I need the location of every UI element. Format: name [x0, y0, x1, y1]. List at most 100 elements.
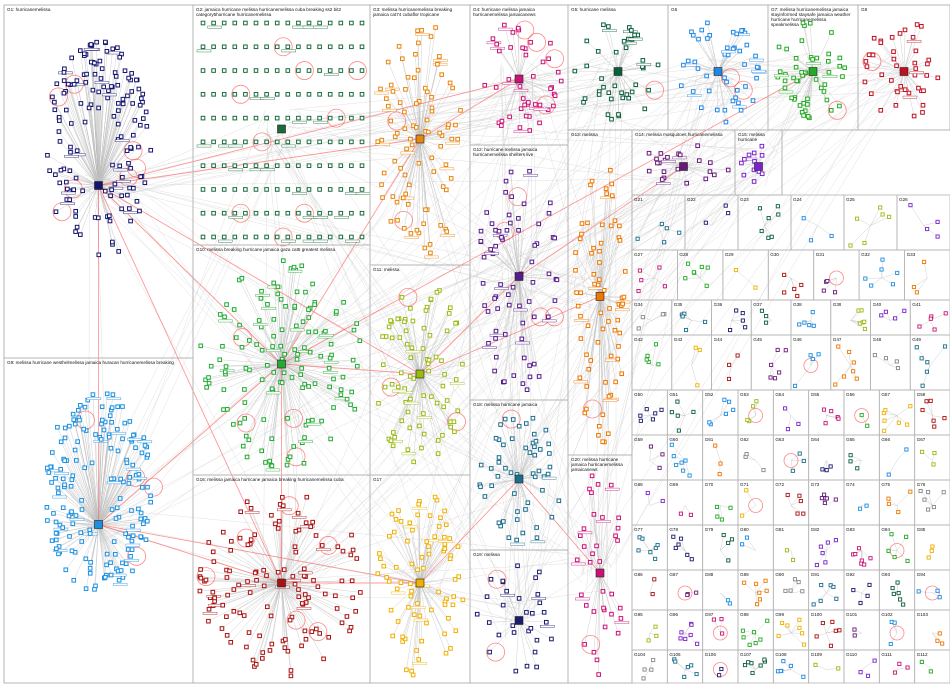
- node: [616, 515, 621, 521]
- edge: [515, 620, 520, 672]
- edge: [98, 478, 114, 525]
- node: [789, 95, 794, 101]
- node: [918, 488, 923, 494]
- node: [928, 669, 933, 674]
- node: [657, 265, 662, 270]
- node-label: [399, 196, 414, 200]
- edge: [281, 363, 322, 422]
- node: [223, 364, 229, 369]
- node: [754, 602, 760, 607]
- node: [292, 544, 298, 550]
- edge: [683, 166, 710, 172]
- edge: [419, 138, 444, 187]
- edge: [647, 492, 650, 506]
- node-label: [322, 371, 338, 374]
- node: [689, 663, 694, 668]
- edge: [518, 453, 550, 480]
- node: [679, 630, 684, 635]
- edge: [230, 582, 282, 643]
- edge: [717, 55, 756, 72]
- edge: [74, 524, 99, 553]
- node: [46, 470, 52, 475]
- inter-group-edge: [596, 73, 905, 298]
- edge: [52, 452, 99, 525]
- node: [130, 101, 135, 106]
- node: [96, 252, 102, 258]
- node: [530, 610, 535, 616]
- node: [359, 20, 365, 26]
- node: [275, 569, 281, 575]
- edge: [259, 582, 282, 636]
- edge: [281, 582, 347, 617]
- node: [56, 551, 61, 557]
- inter-group-edge: [280, 81, 916, 581]
- node: [504, 227, 510, 233]
- node: [264, 92, 269, 97]
- node: [432, 494, 438, 500]
- edge: [518, 276, 549, 317]
- node: [66, 81, 71, 87]
- node: [308, 524, 314, 529]
- node: [743, 325, 748, 330]
- node: [727, 399, 732, 404]
- group-label: G46: [793, 337, 802, 342]
- node: [110, 162, 115, 168]
- node: [691, 270, 696, 275]
- edge: [869, 54, 905, 72]
- edge: [916, 277, 928, 293]
- node: [200, 187, 206, 192]
- group-label: G19: melissa: [473, 552, 500, 557]
- node: [532, 649, 538, 655]
- edge: [90, 524, 99, 574]
- inter-group-edge: [499, 66, 530, 615]
- node: [306, 68, 312, 73]
- edge: [419, 373, 439, 454]
- inter-group-edge: [264, 370, 406, 382]
- edge: [651, 344, 657, 366]
- group-label: G20: melissa hurricane jamaica hurricane…: [571, 457, 623, 472]
- group-label: G27: [634, 252, 643, 257]
- node: [442, 631, 447, 637]
- node: [537, 569, 542, 575]
- node: [319, 418, 324, 424]
- node: [595, 49, 601, 54]
- node: [127, 475, 132, 480]
- node: [414, 227, 420, 233]
- node: [515, 509, 520, 514]
- node: [813, 77, 819, 82]
- edge: [383, 364, 421, 375]
- node: [326, 365, 332, 371]
- node-label: [412, 662, 427, 665]
- node: [740, 311, 745, 316]
- edge: [269, 582, 282, 651]
- node: [609, 591, 614, 597]
- node: [408, 593, 414, 599]
- node: [221, 20, 227, 26]
- node: [244, 454, 250, 460]
- group-label: G104: [634, 652, 646, 657]
- node: [662, 240, 667, 245]
- node: [486, 620, 492, 625]
- node: [405, 409, 411, 415]
- node: [219, 626, 225, 631]
- node: [411, 75, 417, 81]
- node: [764, 314, 769, 319]
- inter-group-edge: [293, 90, 908, 121]
- node: [862, 79, 868, 85]
- node: [734, 31, 740, 37]
- node: [306, 210, 312, 216]
- node: [795, 293, 800, 299]
- edge: [881, 272, 898, 279]
- node: [410, 318, 416, 324]
- node: [510, 417, 516, 422]
- node: [852, 627, 857, 632]
- node: [640, 536, 645, 541]
- node: [349, 187, 354, 192]
- node: [54, 537, 59, 543]
- inter-group-edge: [111, 509, 590, 556]
- group-label: G5: hurricane melissa: [571, 7, 616, 12]
- node-label: [390, 591, 406, 595]
- node-label: [806, 62, 821, 65]
- inter-group-edge: [404, 582, 516, 622]
- edge: [608, 26, 619, 72]
